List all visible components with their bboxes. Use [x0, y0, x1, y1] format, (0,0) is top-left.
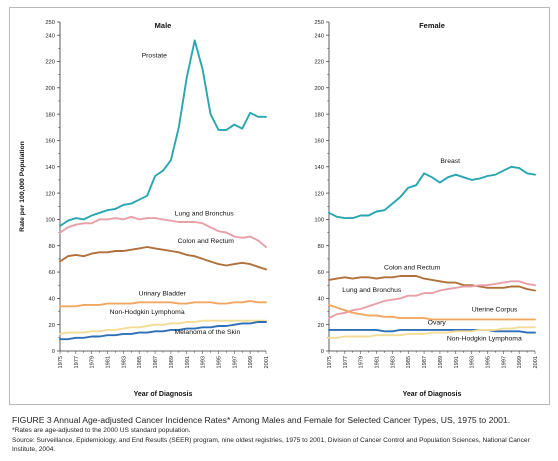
y-tick-label: 20 — [49, 323, 55, 329]
series-line-colon-and-rectum — [59, 246, 267, 271]
series-label-non-hodgkin-lymphoma: Non-Hodgkin Lymphoma — [447, 335, 522, 342]
x-tick-label: 1977 — [343, 356, 349, 368]
series-line-urinary-bladder — [59, 300, 267, 308]
y-axis-label: Rate per 100,000 Population — [19, 141, 26, 232]
series-label-non-hodgkin-lymphoma: Non-Hodgkin Lymphoma — [110, 309, 185, 316]
series-line-ovary — [328, 328, 536, 334]
x-tick-label: 1983 — [121, 356, 127, 368]
series-label-ovary: Ovary — [428, 320, 447, 327]
x-tick-label: 1999 — [248, 356, 254, 368]
y-tick-label: 160 — [314, 139, 324, 145]
x-tick-label: 1977 — [74, 356, 80, 368]
x-tick-label: 1975 — [58, 356, 64, 368]
x-tick-label: 1983 — [390, 356, 396, 368]
y-tick-label: 240 — [314, 33, 324, 39]
x-tick-label: 1995 — [216, 356, 222, 368]
x-tick-label: 1985 — [137, 356, 143, 368]
y-tick-label: 40 — [49, 297, 55, 303]
y-tick-label: 60 — [49, 270, 55, 276]
y-tick-label: 0 — [52, 349, 55, 355]
x-tick-label: 2001 — [533, 356, 539, 368]
y-tick-label: 240 — [45, 33, 55, 39]
caption-note: *Rates are age-adjusted to the 2000 US s… — [12, 427, 191, 434]
series-line-colon-and-rectum — [328, 275, 536, 292]
y-tick-label: 180 — [314, 112, 324, 118]
y-tick-label: 250 — [314, 20, 324, 26]
x-tick-label: 1999 — [517, 356, 523, 368]
x-tick-label: 1975 — [327, 356, 333, 368]
series-label-melanoma-of-the-skin: Melanoma of the Skin — [174, 329, 240, 336]
y-tick-label: 80 — [49, 244, 55, 250]
y-tick-label: 40 — [318, 297, 324, 303]
series-label-prostate: Prostate — [142, 53, 168, 60]
series-line-non-hodgkin-lymphoma — [328, 326, 536, 339]
y-tick-label: 0 — [321, 349, 324, 355]
series-label-urinary-bladder: Urinary Bladder — [139, 291, 187, 298]
chart-panel-male: Male 0 20 40 60 80 100 120 140 160 180 200 220 240 250… — [19, 20, 270, 398]
x-tick-label: 1991 — [185, 356, 191, 368]
x-tick-label: 1991 — [454, 356, 460, 368]
series-label-colon-and-rectum: Colon and Rectum — [178, 238, 235, 245]
y-tick-label: 20 — [318, 323, 324, 329]
x-axis-label: Year of Diagnosis — [403, 391, 462, 398]
chart-panel-female: Female 0 20 40 60 80 100 120 140 160 180 200 220 240 2… — [314, 20, 539, 398]
x-tick-label: 1981 — [106, 356, 112, 368]
series-line-melanoma-of-the-skin — [59, 321, 267, 341]
x-tick-label: 1987 — [153, 356, 159, 368]
y-tick-label: 120 — [314, 191, 324, 197]
x-tick-label: 1979 — [90, 356, 96, 368]
x-tick-label: 1993 — [201, 356, 207, 368]
series-line-breast — [328, 165, 536, 220]
x-tick-label: 1997 — [501, 356, 507, 368]
x-tick-label: 1979 — [359, 356, 365, 368]
y-tick-label: 220 — [45, 60, 55, 66]
x-axis-label: Year of Diagnosis — [134, 391, 193, 398]
x-tick-label: 1987 — [422, 356, 428, 368]
x-tick-label: 1995 — [485, 356, 491, 368]
figure-caption: FIGURE 3 Annual Age-adjusted Cancer Inci… — [12, 415, 511, 425]
x-tick-label: 1981 — [375, 356, 381, 368]
y-tick-label: 100 — [45, 218, 55, 224]
y-tick-label: 100 — [314, 218, 324, 224]
x-tick-label: 1993 — [470, 356, 476, 368]
series-line-lung-and-bronchus — [59, 215, 267, 248]
y-tick-label: 200 — [314, 86, 324, 92]
series-label-colon-and-rectum: Colon and Rectum — [384, 264, 441, 271]
y-tick-label: 200 — [45, 86, 55, 92]
series-line-lung-and-bronchus — [328, 280, 536, 320]
series-line-uterine-corpus — [328, 303, 536, 321]
series-label-lung-and-bronchus: Lung and Bronchus — [342, 287, 402, 294]
x-tick-label: 1989 — [438, 356, 444, 368]
y-tick-label: 140 — [314, 165, 324, 171]
x-tick-label: 1997 — [232, 356, 238, 368]
y-tick-label: 250 — [45, 20, 55, 26]
series-label-breast: Breast — [440, 158, 460, 165]
series-label-uterine-corpus: Uterine Corpus — [472, 307, 518, 314]
series-line-non-hodgkin-lymphoma — [59, 319, 267, 335]
chart-title: Male — [155, 21, 172, 30]
figure-frame — [9, 7, 550, 405]
series-label-lung-and-bronchus: Lung and Bronchus — [175, 210, 235, 217]
y-tick-label: 60 — [318, 270, 324, 276]
x-tick-label: 2001 — [264, 356, 270, 368]
x-tick-label: 1985 — [406, 356, 412, 368]
chart-title: Female — [419, 21, 445, 30]
y-tick-label: 180 — [45, 112, 55, 118]
y-tick-label: 80 — [318, 244, 324, 250]
series-line-prostate — [59, 39, 267, 227]
y-tick-label: 220 — [314, 60, 324, 66]
y-tick-label: 140 — [45, 165, 55, 171]
y-tick-label: 120 — [45, 191, 55, 197]
caption-source: Source: Surveillance, Epidemiology, and … — [12, 437, 530, 453]
x-tick-label: 1989 — [169, 356, 175, 368]
y-tick-label: 160 — [45, 139, 55, 145]
